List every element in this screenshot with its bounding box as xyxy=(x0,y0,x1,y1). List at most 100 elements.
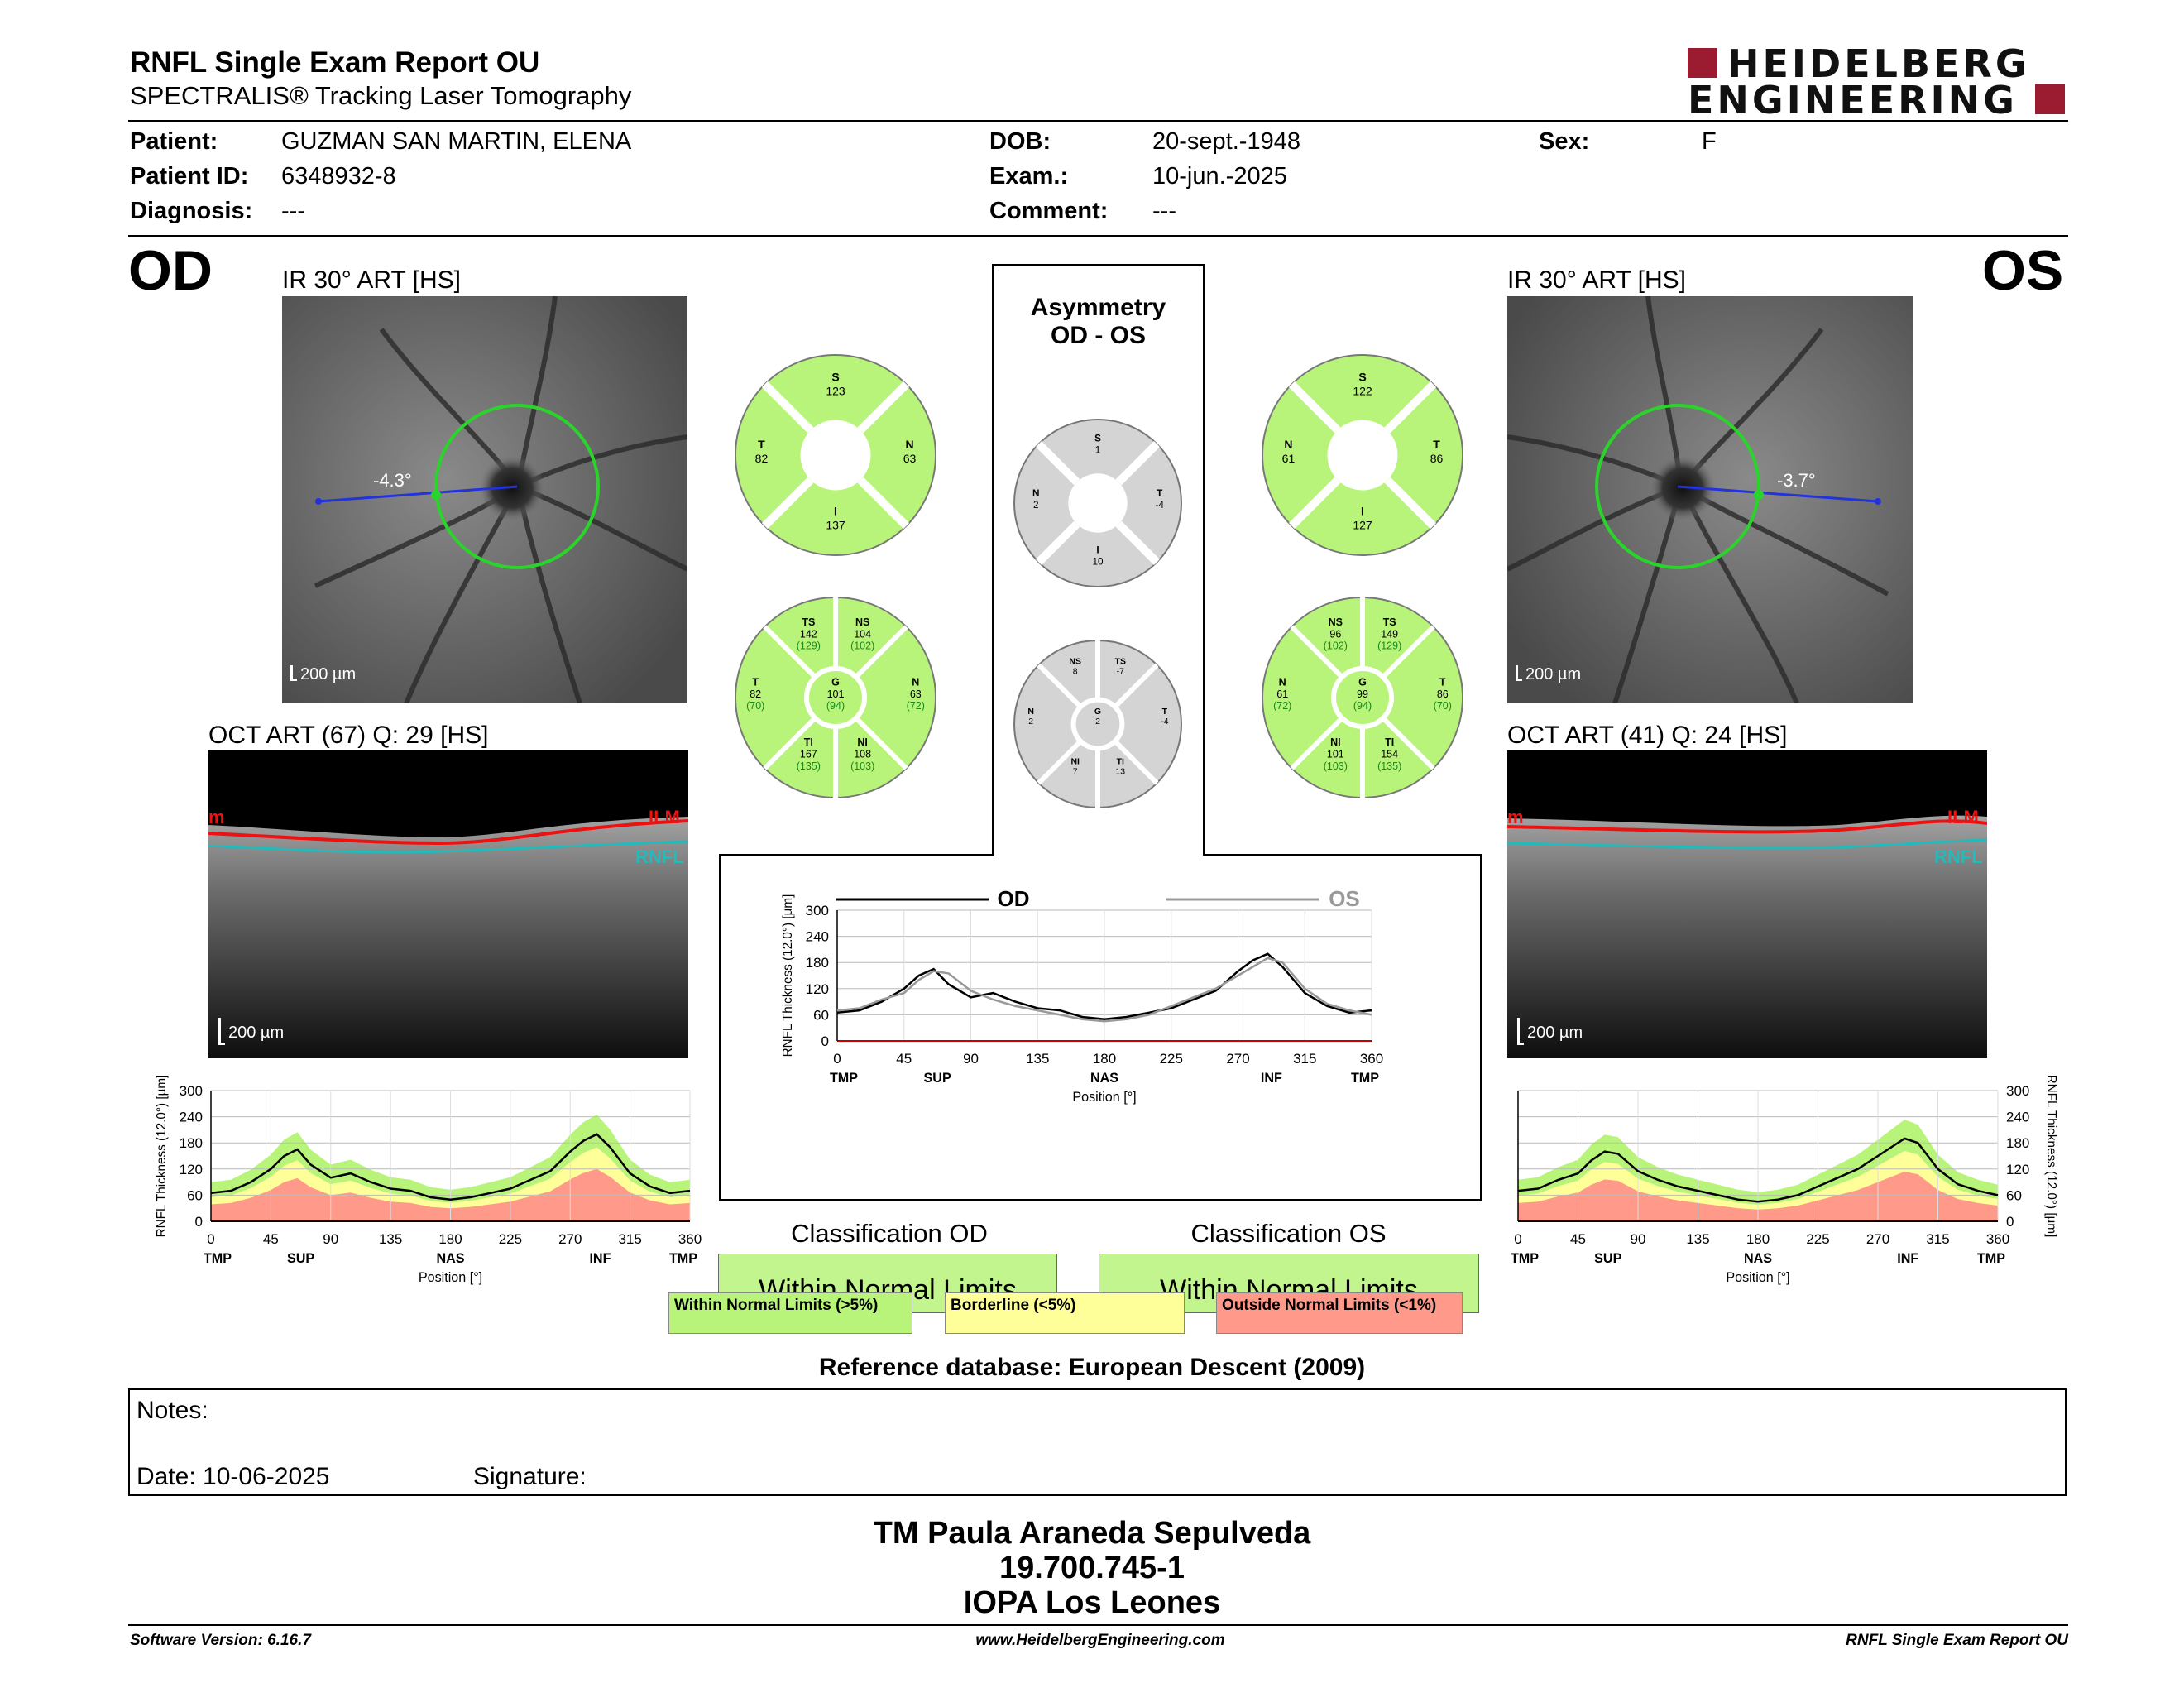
sector-normal-TS: (129) xyxy=(1377,640,1401,652)
x-axis-label: Position [°] xyxy=(419,1270,482,1285)
heidelberg-logo: HEIDELBERG ENGINEERING xyxy=(1688,41,2068,122)
oct-bscan-od: m ILM RNFL 200 µm xyxy=(208,750,688,1058)
y-axis-label: RNFL Thickness (12.0°) [µm] xyxy=(2044,1076,2058,1237)
sector-normal-T: (70) xyxy=(1434,700,1452,712)
region-label-NAS: NAS xyxy=(436,1251,464,1266)
sector-label-S: S xyxy=(831,370,839,383)
y-tick-label: 120 xyxy=(180,1162,203,1177)
x-tick-label: 0 xyxy=(1514,1231,1521,1247)
sector-divider xyxy=(1384,477,1437,530)
series-line-OD xyxy=(210,1133,691,1201)
y-axis-label: RNFL Thickness (12.0°) [µm] xyxy=(155,1076,169,1237)
sector-label-G: G xyxy=(1358,676,1367,688)
y-tick-label: 180 xyxy=(806,955,829,971)
region-label-TMP: TMP xyxy=(1511,1251,1539,1266)
sector-value-I: 137 xyxy=(826,518,845,531)
y-tick-label: 300 xyxy=(806,903,829,918)
sector-divider xyxy=(1113,739,1159,785)
sector-normal-NI: (103) xyxy=(850,760,874,772)
sector-label-T: T xyxy=(1157,488,1163,499)
y-tick-label: 300 xyxy=(180,1083,203,1099)
sector-divider xyxy=(1290,625,1344,679)
sector-label-N: N xyxy=(1279,676,1286,688)
footer-report-name: RNFL Single Exam Report OU xyxy=(1846,1632,2068,1649)
sector-label-T: T xyxy=(752,676,759,688)
sector-label-N: N xyxy=(912,676,919,688)
ilm-label-left: m xyxy=(208,807,225,827)
sector-center xyxy=(804,666,867,729)
sector-center xyxy=(800,420,871,491)
region-label-NAS: NAS xyxy=(1744,1251,1772,1266)
sector-divider xyxy=(1036,520,1080,565)
x-tick-label: 360 xyxy=(1986,1231,2009,1247)
x-tick-label: 45 xyxy=(1570,1231,1586,1247)
x-tick-label: 270 xyxy=(1226,1051,1249,1067)
sector-value-N: 61 xyxy=(1282,452,1296,465)
sector-value-T: 82 xyxy=(750,688,761,700)
sector-divider xyxy=(854,716,908,770)
x-tick-label: 315 xyxy=(1926,1231,1949,1247)
region-label-INF: INF xyxy=(1897,1251,1918,1266)
sector-normal-NI: (103) xyxy=(1324,760,1348,772)
sector-value-TS: 142 xyxy=(800,628,817,640)
legend-label-os: OS xyxy=(1329,886,1360,911)
scale-bar-icon xyxy=(218,1018,225,1045)
ilm-label-left: m xyxy=(1507,807,1524,827)
logo-square-icon xyxy=(1688,48,1717,78)
sector-label-T: T xyxy=(1433,438,1440,451)
sector-label-N: N xyxy=(1284,438,1292,451)
scale-bar-icon xyxy=(290,665,297,681)
divider xyxy=(128,235,2068,237)
y-tick-label: 0 xyxy=(2006,1214,2014,1230)
sector-label-S: S xyxy=(1358,370,1366,383)
sector-label-G: G xyxy=(1094,707,1101,717)
region-label-SUP: SUP xyxy=(1594,1251,1621,1266)
region-label-TMP: TMP xyxy=(669,1251,697,1266)
region-label-SUP: SUP xyxy=(287,1251,314,1266)
fundus-image-os: -3.7° 200 µm xyxy=(1507,296,1913,703)
report-title: RNFL Single Exam Report OU xyxy=(130,46,540,79)
notes-label: Notes: xyxy=(136,1397,208,1424)
dob: 20-sept.-1948 xyxy=(1152,128,1300,155)
sector-normal-TI: (135) xyxy=(797,760,821,772)
sector-label-TS: TS xyxy=(802,616,815,628)
sector-value-S: 1 xyxy=(1095,444,1101,455)
sector-value-TI: 167 xyxy=(800,748,817,760)
sector-value-G: 99 xyxy=(1357,688,1368,700)
sector-divider xyxy=(1381,716,1435,770)
series-line-OD xyxy=(836,952,1372,1020)
scale-oct-os: 200 µm xyxy=(1527,1024,1583,1042)
x-tick-label: 180 xyxy=(1746,1231,1770,1247)
x-tick-label: 135 xyxy=(379,1231,402,1247)
sector-value-T: -4 xyxy=(1156,500,1165,511)
sector-divider xyxy=(854,625,908,679)
y-tick-label: 120 xyxy=(2006,1162,2029,1177)
exam-date: 10-jun.-2025 xyxy=(1152,163,1287,189)
ilm-label: ILM xyxy=(1947,807,1979,827)
logo-square2-icon xyxy=(2035,84,2065,114)
sector-divider xyxy=(763,625,817,679)
legend-label-od: OD xyxy=(998,886,1030,911)
x-tick-label: 90 xyxy=(963,1051,979,1067)
sector-label-N: N xyxy=(1032,488,1040,499)
sector-label-NI: NI xyxy=(1330,736,1341,748)
sector-divider xyxy=(1115,520,1160,565)
sector-value-N: 2 xyxy=(1033,500,1039,511)
sector-divider xyxy=(1288,381,1341,434)
website-link[interactable]: www.HeidelbergEngineering.com xyxy=(975,1632,1225,1649)
asymmetry-compare-chart: 300 240 180 120 60 00 45 90 135 180 225 270 315 360 TM… xyxy=(781,886,1383,1105)
sector-center xyxy=(1068,473,1128,533)
scale-ir-os: 200 µm xyxy=(1525,665,1582,683)
notes-box: Notes: Date: 10-06-2025 Signature: xyxy=(128,1388,2067,1496)
sector-value-TS: -7 xyxy=(1117,666,1124,676)
region-label-SUP: SUP xyxy=(924,1071,951,1086)
sector-normal-TI: (135) xyxy=(1377,760,1401,772)
series-line-OS xyxy=(836,957,1372,1023)
sector-normal-N: (72) xyxy=(907,700,925,712)
sector-label-NI: NI xyxy=(1070,756,1080,766)
scale-bar-icon xyxy=(1517,1018,1524,1045)
sector-label-TI: TI xyxy=(1385,736,1394,748)
sector-value-I: 10 xyxy=(1092,557,1104,568)
